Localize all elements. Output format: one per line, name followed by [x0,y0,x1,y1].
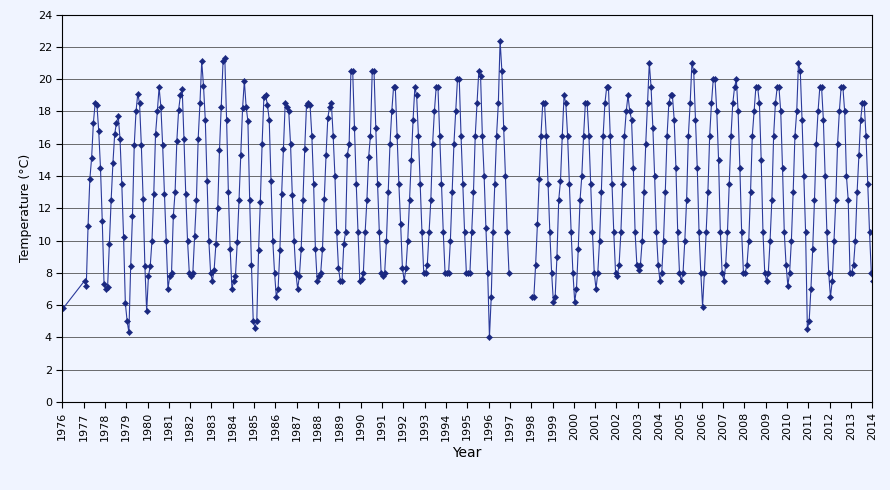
Y-axis label: Temperature (°C): Temperature (°C) [19,154,32,262]
X-axis label: Year: Year [452,446,482,460]
